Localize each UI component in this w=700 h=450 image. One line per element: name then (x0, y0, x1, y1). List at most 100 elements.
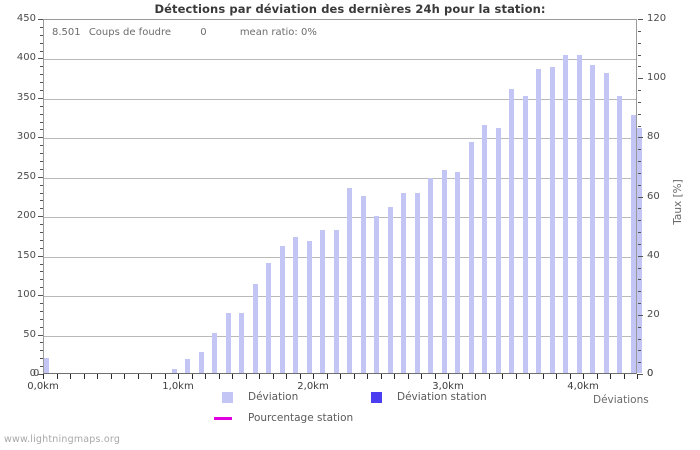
x-axis-title: Déviations (593, 394, 649, 406)
x-axis-tick-label: 3,0km (432, 381, 464, 392)
x-tick (583, 374, 584, 379)
x-tick (43, 374, 44, 379)
x-tick (448, 374, 449, 379)
x-tick (502, 374, 503, 379)
plot-area (43, 19, 642, 374)
x-tick (110, 374, 112, 379)
watermark: www.lightningmaps.org (4, 434, 121, 445)
y2-tick-minor (638, 42, 641, 44)
bar (361, 195, 366, 373)
y-tick-minor (40, 303, 43, 304)
x-tick (542, 374, 544, 379)
x-axis-tick-label: 0,0km (27, 381, 59, 392)
y2-tick-minor (638, 243, 641, 245)
x-tick (623, 374, 625, 379)
page-title: Détections par déviation des dernières 2… (154, 2, 546, 16)
x-tick (353, 374, 355, 379)
bar (469, 141, 474, 373)
y2-tick-major (638, 137, 643, 139)
y-tick-minor (40, 129, 43, 131)
legend: Déviation Déviation station Pourcentage … (0, 391, 700, 436)
x-tick (461, 374, 463, 379)
y-axis-left-tick-label: 150 (16, 249, 36, 261)
x-tick (394, 374, 395, 379)
y2-tick-minor (638, 161, 641, 162)
y-tick-major (38, 97, 43, 99)
bar (536, 68, 541, 373)
y2-tick-minor (638, 149, 641, 151)
x-tick (380, 374, 382, 379)
x-tick (164, 374, 166, 379)
y2-tick-minor (638, 338, 641, 340)
y2-tick-minor (638, 220, 641, 222)
y2-tick-major (638, 255, 643, 257)
legend-label-percentage-station: Pourcentage station (248, 412, 354, 424)
x-tick (367, 374, 368, 379)
y2-tick-minor (638, 101, 641, 103)
bar (442, 170, 447, 373)
bar (374, 216, 379, 373)
y-tick-minor (40, 326, 43, 328)
bar (563, 55, 568, 373)
bar (199, 351, 204, 373)
y2-tick-minor (638, 267, 641, 269)
y-tick-minor (40, 247, 43, 249)
y-tick-minor (40, 358, 43, 360)
x-tick (259, 374, 260, 379)
x-tick (286, 374, 287, 379)
bar (415, 193, 420, 373)
x-tick (191, 374, 193, 379)
y-tick-minor (40, 208, 43, 210)
x-tick (569, 374, 571, 379)
bar (631, 115, 636, 373)
x-tick (124, 374, 125, 379)
bar (239, 313, 244, 373)
y-tick-minor (40, 184, 43, 186)
y-axis-right-title: Taux [%] (671, 179, 684, 225)
x-tick (245, 374, 247, 379)
x-tick (326, 374, 328, 379)
y2-tick-minor (638, 54, 641, 56)
bar (226, 313, 231, 373)
y-axis-left-tick-label: 200 (16, 210, 36, 222)
x-axis-tick-label: 2,0km (297, 381, 329, 392)
bar (617, 96, 622, 373)
bar (401, 193, 406, 373)
y2-tick-minor (638, 30, 641, 32)
y-tick-major (38, 19, 43, 20)
x-tick (232, 374, 233, 379)
y-tick-major (38, 334, 43, 336)
x-tick (515, 374, 517, 379)
y-axis-left-tick-label: 100 (16, 289, 36, 301)
y2-tick-minor (638, 208, 641, 210)
x-tick (178, 374, 179, 379)
y2-tick-major (638, 196, 643, 198)
y2-tick-minor (638, 184, 641, 186)
x-tick (313, 374, 314, 379)
bar (334, 230, 339, 373)
y-tick-minor (40, 287, 43, 289)
y2-tick-minor (638, 350, 641, 352)
y-axis-left-tick-label: 400 (16, 52, 36, 64)
y-axis-right-tick-label: 0 (647, 368, 654, 379)
y-tick-minor (40, 90, 43, 91)
x-axis: 0,0km 1,0km 2,0km 3,0km 4,0km (27, 374, 638, 394)
x-tick (434, 374, 436, 379)
bar (550, 66, 555, 373)
x-tick (70, 374, 71, 379)
y-tick-minor (40, 74, 43, 76)
bar (185, 358, 190, 373)
x-tick (488, 374, 490, 379)
y-axis-left-tick-label: 0 (29, 368, 36, 379)
y-axis-right-tick-label: 120 (647, 13, 667, 24)
x-tick (272, 374, 274, 379)
bar (320, 230, 325, 373)
x-tick (151, 374, 152, 379)
x-tick (529, 374, 530, 379)
y-tick-minor (40, 105, 43, 107)
y-tick-minor (40, 34, 43, 36)
y-tick-minor (40, 42, 43, 44)
bar (496, 127, 501, 373)
y-axis-left: Nb 0 50 100 150 200 250 300 350 400 450 (0, 14, 43, 379)
bar (172, 369, 177, 373)
